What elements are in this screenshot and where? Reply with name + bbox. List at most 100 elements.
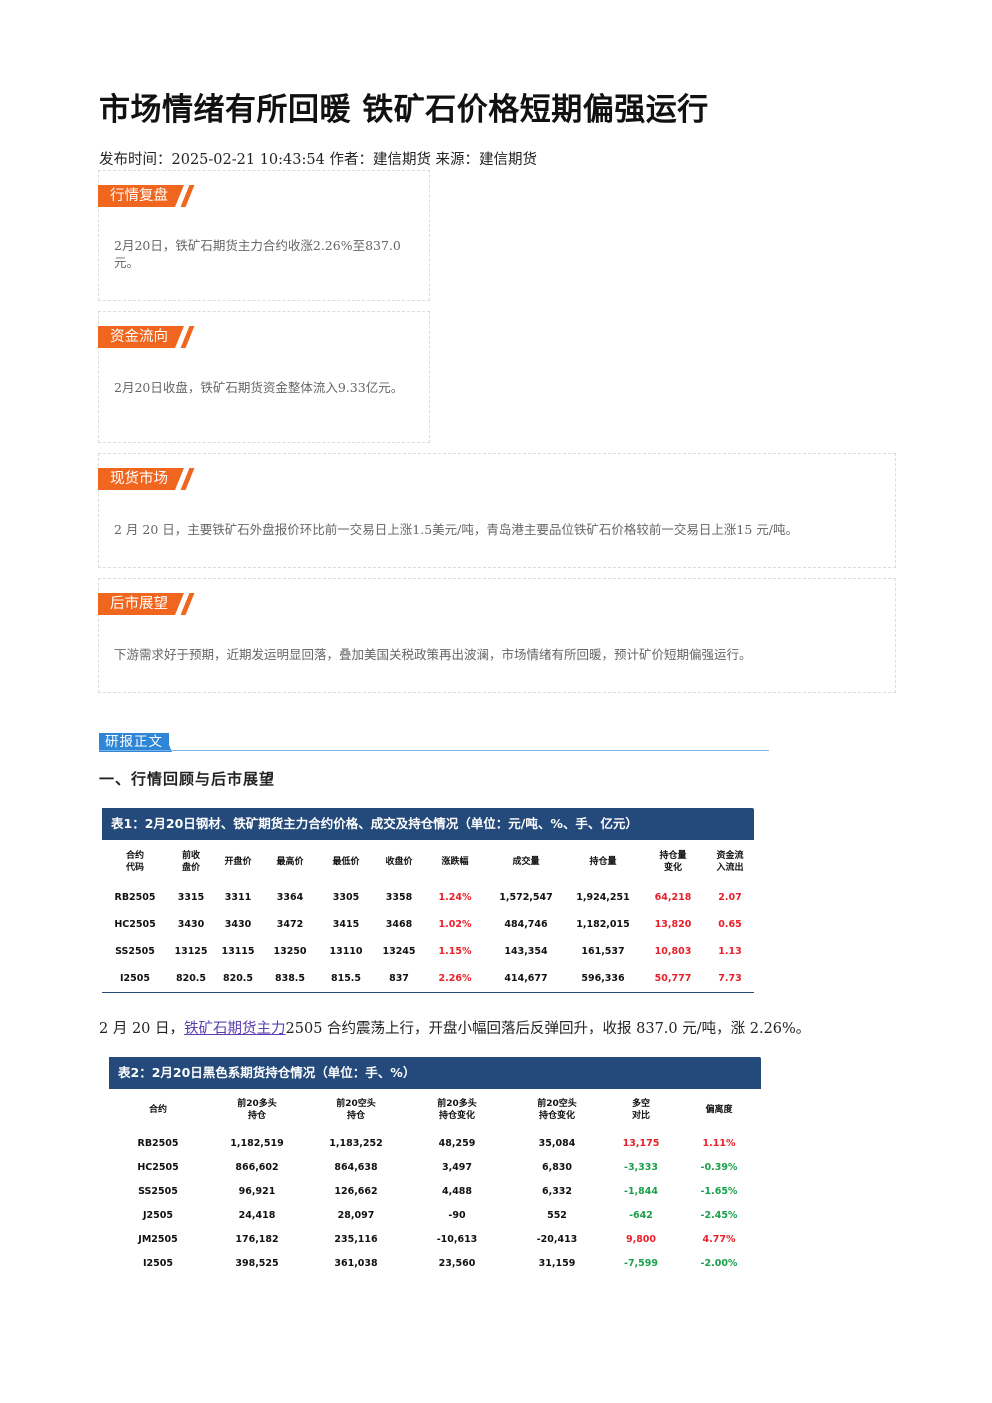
- table2-cell: 96,921: [238, 1185, 276, 1197]
- table1-cell: 161,537: [581, 946, 625, 957]
- section-tag-tail: [164, 733, 172, 752]
- table1-cell: 3305: [332, 892, 360, 903]
- table1-cell: 2.26%: [438, 972, 472, 984]
- table1-header-row: 合约 代码 前收 盘价 开盘价 最高价 最低价 收盘价 涨跌幅 成交量 持仓量 持仓…: [102, 840, 754, 884]
- table1-header: 成交量: [512, 857, 540, 867]
- summary-box-outlook: 后市展望 下游需求好于预期，近期发运明显回落，叠加美国关税政策再出波澜，市场情绪…: [98, 578, 896, 693]
- table2-row: I2505 398,525 361,038 23,560 31,159 -7,599 -2.…: [109, 1251, 761, 1275]
- table2-cell: SS2505: [138, 1185, 178, 1197]
- table2-cell: J2505: [143, 1209, 173, 1221]
- table1-cell: 820.5: [175, 972, 207, 984]
- table1-cell: 1,182,015: [576, 919, 630, 930]
- table2-cell: 3,497: [441, 1161, 473, 1173]
- table2-title: 表2：2月20日黑色系期货持仓情况（单位：手、%）: [109, 1057, 761, 1089]
- table2-header: 前20多头 持仓变化: [437, 1099, 477, 1121]
- table2-cell: 1,183,252: [329, 1137, 383, 1149]
- table2-cell: -90: [448, 1209, 466, 1221]
- table1-cell: 414,677: [504, 972, 548, 984]
- table1-cell: 3415: [332, 919, 360, 930]
- table2-cell: 235,116: [334, 1233, 378, 1245]
- table2-grid: 合约 前20多头 持仓 前20空头 持仓 前20多头 持仓变化 前20空头 持仓变化 多…: [109, 1089, 761, 1275]
- table2-cell: -1,844: [624, 1185, 658, 1197]
- table1-cell: 3472: [276, 919, 304, 930]
- section-divider: [99, 750, 769, 751]
- table1-cell: 143,354: [504, 946, 548, 957]
- table2-cell: 35,084: [538, 1137, 576, 1149]
- article-meta: 发布时间：2025-02-21 10:43:54 作者：建信期货 来源：建信期货: [99, 148, 537, 169]
- table2-cell: 9,800: [625, 1233, 657, 1245]
- table1: 表1：2月20日钢材、铁矿期货主力合约价格、成交及持仓情况（单位：元/吨、%、手…: [102, 808, 754, 993]
- table2-row: J2505 24,418 28,097 -90 552 -642 -2.45%: [109, 1203, 761, 1227]
- table1-cell: 64,218: [654, 892, 692, 903]
- table1-header: 涨跌幅: [441, 857, 469, 867]
- table1-cell: 3430: [177, 919, 205, 930]
- table2: 表2：2月20日黑色系期货持仓情况（单位：手、%） 合约 前20多头 持仓 前20…: [109, 1057, 761, 1275]
- author-name: 建信期货: [372, 152, 431, 168]
- publish-label: 发布时间：: [99, 152, 172, 168]
- table2-cell: I2505: [143, 1257, 173, 1269]
- table1-cell: 3364: [276, 892, 304, 903]
- table2-cell: 4.77%: [702, 1233, 736, 1245]
- table1-cell: 837: [389, 972, 409, 984]
- summary-text-fund-flow: 2月20日收盘，铁矿石期货资金整体流入9.33亿元。: [114, 380, 404, 395]
- table2-cell: 126,662: [334, 1185, 378, 1197]
- table1-cell: 596,336: [581, 972, 625, 984]
- table1-cell: 1.15%: [438, 946, 472, 957]
- source-label: 来源：: [430, 152, 480, 168]
- table1-cell: 1,572,547: [499, 892, 553, 903]
- table1-row: HC2505 3430 3430 3472 3415 3468 1.02% 484,746 1,…: [102, 911, 754, 938]
- author-label: 作者：: [324, 152, 373, 168]
- table2-cell: 6,332: [541, 1185, 573, 1197]
- table1-cell: 2.07: [718, 892, 742, 903]
- table1-cell: 820.5: [222, 972, 254, 984]
- para-prefix: 2 月 20 日，: [99, 1021, 185, 1037]
- iron-ore-futures-link[interactable]: 铁矿石期货主力: [184, 1021, 286, 1037]
- table2-cell: -10,613: [436, 1233, 478, 1245]
- table2-cell: 398,525: [235, 1257, 279, 1269]
- section-heading: 一、行情回顾与后市展望: [99, 770, 276, 788]
- table2-cell: -3,333: [624, 1161, 658, 1173]
- table1-cell: 10,803: [654, 946, 692, 957]
- table1-cell: 1,924,251: [576, 892, 630, 903]
- table2-row: HC2505 866,602 864,638 3,497 6,830 -3,333 -0.3…: [109, 1155, 761, 1179]
- table2-cell: RB2505: [137, 1137, 179, 1149]
- summary-text-spot-market: 2 月 20 日，主要铁矿石外盘报价环比前一交易日上涨1.5美元/吨，青岛港主要…: [114, 522, 798, 537]
- tag-fund-flow: 资金流向: [98, 326, 184, 348]
- table1-header: 开盘价: [224, 857, 252, 867]
- table1-cell: 3468: [385, 919, 413, 930]
- section-tag-report-body: 研报正文: [99, 733, 169, 752]
- table1-cell: 13245: [382, 946, 416, 957]
- table2-cell: 48,259: [438, 1137, 476, 1149]
- table2-cell: 6,830: [541, 1161, 573, 1173]
- table2-cell: 4,488: [441, 1185, 473, 1197]
- table1-cell: 1.24%: [438, 892, 472, 903]
- table1-row: SS2505 13125 13115 13250 13110 13245 1.15% 143,…: [102, 938, 754, 965]
- summary-text-outlook: 下游需求好于预期，近期发运明显回落，叠加美国关税政策再出波澜，市场情绪有所回暖，…: [114, 647, 752, 662]
- table1-cell: 13250: [273, 946, 307, 957]
- table1-cell: 1.02%: [438, 919, 472, 930]
- table2-cell: 24,418: [238, 1209, 276, 1221]
- table1-row: RB2505 3315 3311 3364 3305 3358 1.24% 1,572,547…: [102, 884, 754, 911]
- table1-header: 持仓量: [589, 857, 617, 867]
- table1-cell: 0.65: [718, 919, 742, 930]
- table2-cell: -0.39%: [700, 1161, 738, 1173]
- table2-cell: JM2505: [138, 1233, 178, 1245]
- publish-time: 2025-02-21 10:43:54: [171, 152, 325, 168]
- tag-outlook: 后市展望: [98, 593, 184, 615]
- summary-box-spot-market: 现货市场 2 月 20 日，主要铁矿石外盘报价环比前一交易日上涨1.5美元/吨，…: [98, 453, 896, 568]
- table1-cell: HC2505: [114, 919, 156, 930]
- table1-cell: 484,746: [504, 919, 548, 930]
- table2-cell: HC2505: [137, 1161, 179, 1173]
- table2-cell: -7,599: [624, 1257, 658, 1269]
- table1-header: 资金流 入流出: [716, 851, 744, 873]
- table1-cell: 50,777: [654, 972, 692, 984]
- table1-title: 表1：2月20日钢材、铁矿期货主力合约价格、成交及持仓情况（单位：元/吨、%、手…: [102, 808, 754, 840]
- table1-cell: 7.73: [718, 972, 742, 984]
- table1-header: 最低价: [332, 857, 360, 867]
- market-review-paragraph: 2 月 20 日，铁矿石期货主力2505 合约震荡上行，开盘小幅回落后反弹回升，…: [99, 1017, 810, 1038]
- table1-header: 前收 盘价: [181, 851, 200, 873]
- table1-cell: 1.13: [718, 946, 742, 957]
- table2-cell: 28,097: [337, 1209, 375, 1221]
- article-title: 市场情绪有所回暖 铁矿石价格短期偏强运行: [99, 92, 709, 128]
- table2-row: SS2505 96,921 126,662 4,488 6,332 -1,844 -1.65…: [109, 1179, 761, 1203]
